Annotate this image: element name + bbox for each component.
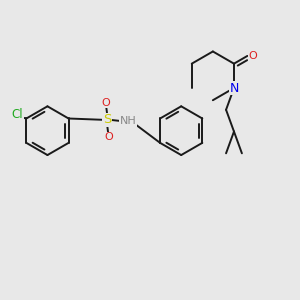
Text: O: O — [248, 51, 257, 61]
Text: O: O — [101, 98, 110, 108]
Text: S: S — [103, 113, 111, 127]
Text: O: O — [104, 132, 113, 142]
Text: NH: NH — [120, 116, 136, 127]
Text: Cl: Cl — [12, 108, 23, 121]
Text: N: N — [229, 82, 239, 94]
